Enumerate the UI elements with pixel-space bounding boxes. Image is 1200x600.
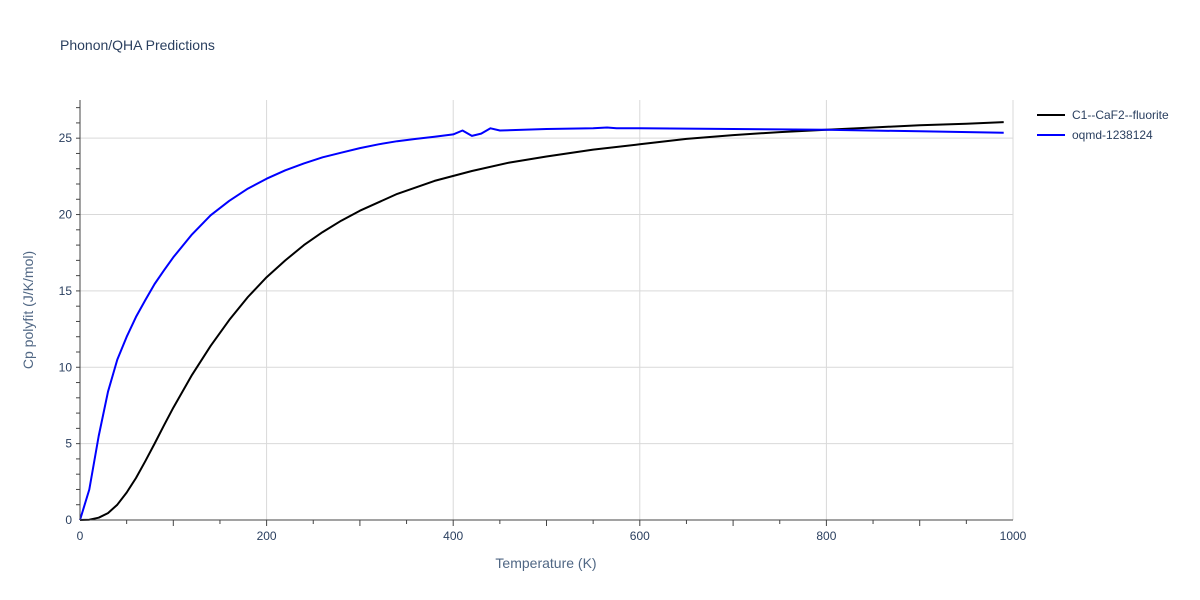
x-tick-label: 1000 — [1000, 529, 1027, 543]
y-axis-title: Cp polyfit (J/K/mol) — [20, 251, 36, 369]
y-tick-label: 0 — [65, 513, 72, 527]
x-axis-title: Temperature (K) — [495, 555, 596, 571]
y-tick-label: 10 — [59, 360, 73, 374]
x-tick-label: 200 — [257, 529, 277, 543]
plot-area — [79, 121, 1004, 521]
legend-label: oqmd-1238124 — [1072, 128, 1153, 142]
x-tick-label: 0 — [77, 529, 84, 543]
legend-label: C1--CaF2--fluorite — [1072, 108, 1169, 122]
axis-ticks: 0 200 400 600 800 1000 0 5 10 15 20 25 — [59, 107, 1027, 543]
chart-title: Phonon/QHA Predictions — [60, 37, 215, 53]
series-line-1 — [79, 126, 1004, 521]
series-line-0 — [79, 121, 1004, 521]
x-tick-label: 800 — [816, 529, 836, 543]
y-tick-label: 5 — [65, 437, 72, 451]
gridlines — [80, 100, 1014, 520]
y-tick-label: 25 — [59, 131, 73, 145]
x-tick-label: 600 — [630, 529, 650, 543]
legend: C1--CaF2--fluorite oqmd-1238124 — [1037, 108, 1169, 142]
y-tick-label: 15 — [59, 284, 73, 298]
y-tick-label: 20 — [59, 208, 73, 222]
x-tick-label: 400 — [443, 529, 463, 543]
